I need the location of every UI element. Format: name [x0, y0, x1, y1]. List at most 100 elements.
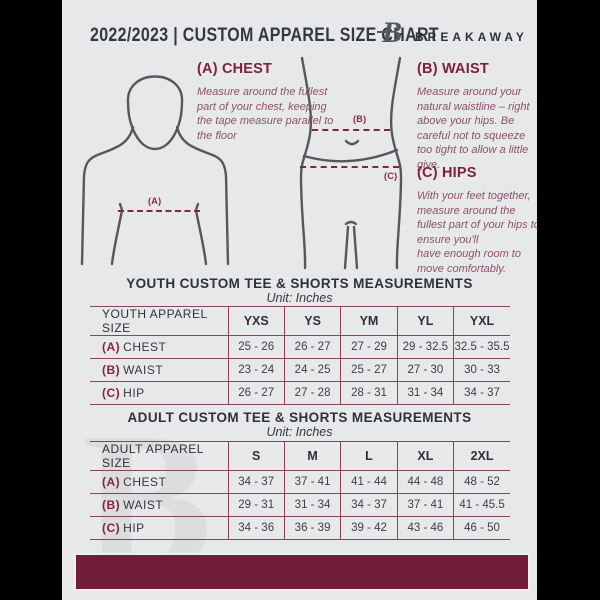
table-cell: 30 - 33: [453, 358, 510, 382]
table-cell: (C) HIP: [90, 381, 228, 405]
waist-heading: (B) WAIST: [417, 61, 489, 77]
table-cell: YL: [396, 306, 454, 336]
table-cell: XL: [396, 441, 454, 471]
table-cell: 36 - 39: [283, 516, 341, 540]
table-cell: 23 - 24: [227, 358, 285, 382]
table-header-row: ADULT APPAREL SIZE S M L XL 2XL: [90, 441, 510, 471]
row-key: (A): [102, 340, 121, 354]
table-cell: 26 - 27: [227, 381, 285, 405]
table-cell: 41 - 45.5: [453, 493, 510, 517]
table-cell: 34 - 37: [227, 470, 285, 494]
row-key: (B): [102, 498, 121, 512]
crotch-curve: [344, 220, 358, 226]
table-cell: 48 - 52: [453, 470, 510, 494]
table-row: (B) WAIST 29 - 31 31 - 34 34 - 37 37 - 41…: [90, 493, 510, 517]
table-cell: 28 - 31: [340, 381, 398, 405]
table-cell: 34 - 36: [227, 516, 285, 540]
table-cell: 25 - 27: [340, 358, 398, 382]
table-cell: 37 - 41: [283, 470, 341, 494]
adult-size-table: ADULT APPAREL SIZE S M L XL 2XL (A) CHEST…: [90, 441, 510, 540]
table-cell: 25 - 26: [227, 335, 285, 359]
chest-instruction: Measure around the fullest part of your …: [197, 86, 334, 142]
table-cell: (C) HIP: [90, 516, 228, 540]
chest-measure-line: [118, 210, 200, 212]
right-shoulder-arm: [175, 125, 230, 266]
adult-table-unit: Unit: Inches: [266, 425, 333, 439]
right-torso-line: [194, 202, 208, 266]
hips-heading: (C) HIPS: [417, 165, 477, 181]
table-cell: 43 - 46: [396, 516, 454, 540]
table-cell: 24 - 25: [283, 358, 341, 382]
table-cell: 46 - 50: [453, 516, 510, 540]
waistband-curve: [302, 148, 399, 163]
row-label: WAIST: [123, 363, 164, 377]
chest-marker-label: (A): [148, 196, 162, 206]
row-key: (B): [102, 363, 121, 377]
table-cell: 41 - 44: [340, 470, 398, 494]
table-cell: ADULT APPAREL SIZE: [90, 441, 228, 471]
youth-table-unit: Unit: Inches: [266, 291, 333, 305]
table-cell: 37 - 41: [396, 493, 454, 517]
logo-crossbar: [377, 31, 390, 33]
table-row: (C) HIP 26 - 27 27 - 28 28 - 31 31 - 34 3…: [90, 381, 510, 405]
youth-table-title: YOUTH CUSTOM TEE & SHORTS MEASUREMENTS: [126, 276, 473, 291]
head-outline: [126, 75, 184, 151]
table-cell: L: [340, 441, 398, 471]
right-inner-leg: [352, 225, 359, 270]
hips-instruction: With your feet together, measure around …: [417, 190, 537, 275]
table-cell: 27 - 29: [340, 335, 398, 359]
table-cell: (B) WAIST: [90, 493, 228, 517]
lower-body-figure: [299, 56, 403, 270]
table-cell: 39 - 42: [340, 516, 398, 540]
navel-mark: [344, 139, 360, 146]
table-row: (A) CHEST 34 - 37 37 - 41 41 - 44 44 - 48…: [90, 470, 510, 494]
table-cell: YOUTH APPAREL SIZE: [90, 306, 228, 336]
row-label: CHEST: [123, 475, 167, 489]
row-label: CHEST: [123, 340, 167, 354]
table-cell: YXL: [453, 306, 510, 336]
table-cell: 34 - 37: [453, 381, 510, 405]
table-cell: 32.5 - 35.5: [453, 335, 510, 359]
table-cell: 27 - 30: [396, 358, 454, 382]
row-label: HIP: [123, 521, 145, 535]
right-side-line: [389, 56, 403, 270]
waist-measure-line: [312, 129, 390, 131]
chest-heading: (A) CHEST: [197, 61, 273, 77]
table-cell: 31 - 34: [396, 381, 454, 405]
page-title: 2022/2023 | CUSTOM APPAREL SIZE CHART: [90, 25, 439, 46]
brand-name: BREAKAWAY: [415, 30, 528, 44]
table-cell: (A) CHEST: [90, 470, 228, 494]
table-cell: (B) WAIST: [90, 358, 228, 382]
youth-size-table: YOUTH APPAREL SIZE YXS YS YM YL YXL (A) C…: [90, 306, 510, 405]
table-cell: YS: [283, 306, 341, 336]
row-label: WAIST: [123, 498, 164, 512]
waist-marker-label: (B): [353, 114, 367, 124]
breakaway-logo-icon: B: [377, 16, 410, 50]
adult-table-title: ADULT CUSTOM TEE & SHORTS MEASUREMENTS: [127, 410, 472, 425]
footer-bar: [74, 553, 530, 591]
table-cell: 27 - 28: [283, 381, 341, 405]
left-inner-leg: [343, 225, 350, 270]
table-cell: 31 - 34: [283, 493, 341, 517]
table-cell: 29 - 32.5: [396, 335, 454, 359]
table-cell: 29 - 31: [227, 493, 285, 517]
table-cell: (A) CHEST: [90, 335, 228, 359]
table-row: (B) WAIST 23 - 24 24 - 25 25 - 27 27 - 30…: [90, 358, 510, 382]
left-torso-line: [110, 202, 124, 266]
hips-measure-line: [300, 166, 399, 168]
left-side-line: [299, 56, 313, 270]
table-header-row: YOUTH APPAREL SIZE YXS YS YM YL YXL: [90, 306, 510, 336]
table-cell: S: [227, 441, 285, 471]
table-cell: YM: [340, 306, 398, 336]
table-cell: 44 - 48: [396, 470, 454, 494]
hips-marker-label: (C): [384, 171, 398, 181]
left-shoulder-arm: [80, 125, 135, 266]
table-row: (A) CHEST 25 - 26 26 - 27 27 - 29 29 - 32…: [90, 335, 510, 359]
row-key: (A): [102, 475, 121, 489]
row-key: (C): [102, 521, 121, 535]
table-cell: 34 - 37: [340, 493, 398, 517]
table-cell: YXS: [227, 306, 285, 336]
size-chart-page: 2022/2023 | CUSTOM APPAREL SIZE CHART B …: [62, 0, 537, 600]
table-cell: 2XL: [453, 441, 510, 471]
table-cell: M: [283, 441, 341, 471]
